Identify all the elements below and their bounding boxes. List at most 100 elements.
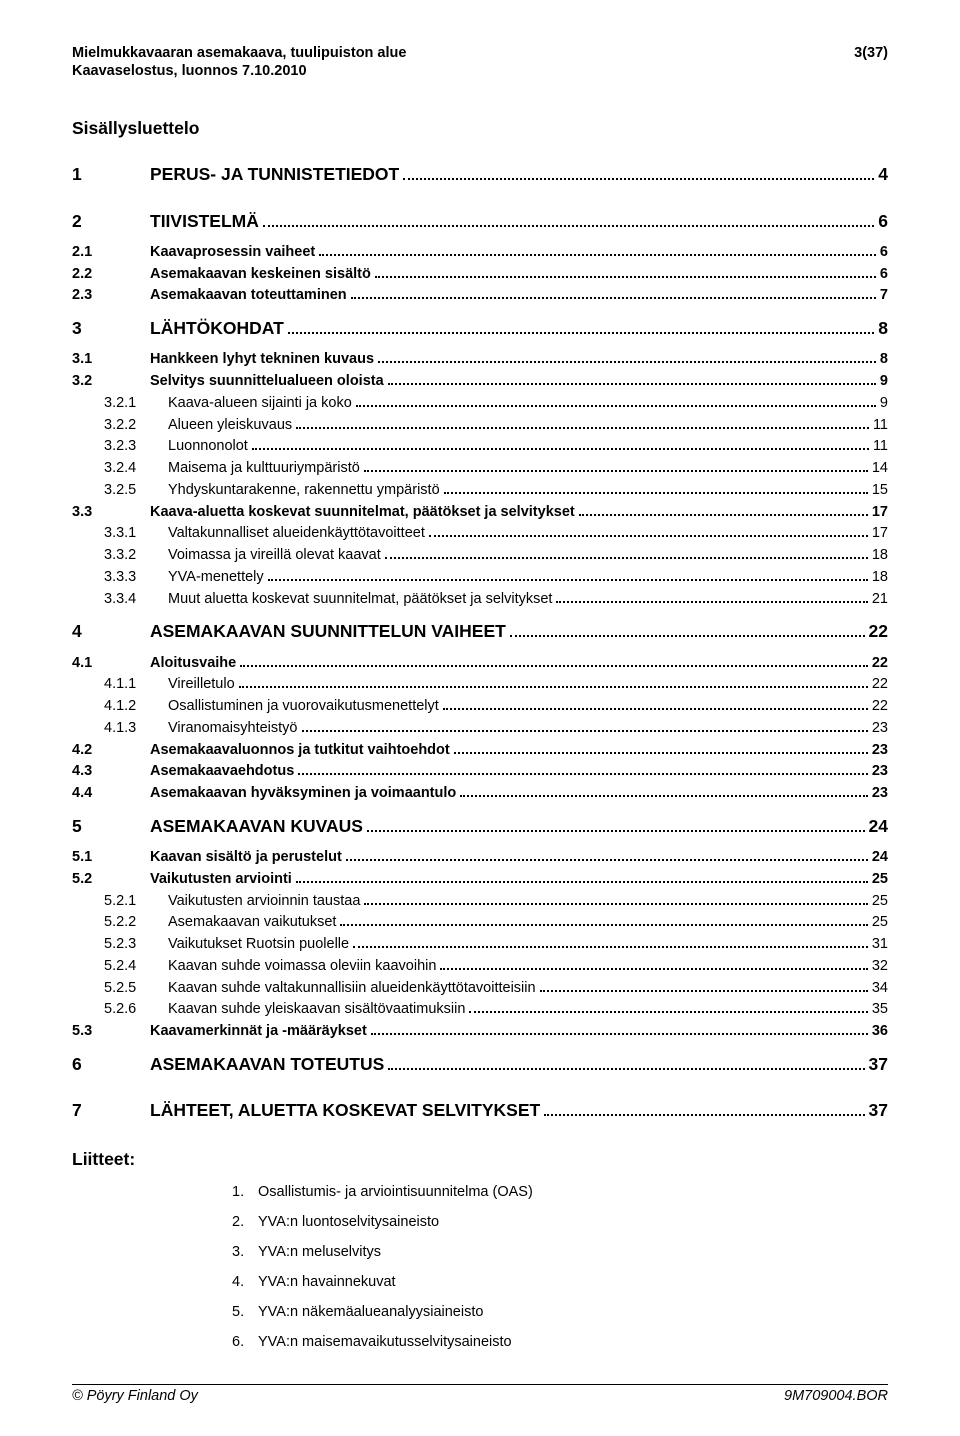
toc-leader <box>460 784 868 797</box>
toc-label: ASEMAKAAVAN KUVAUS <box>150 813 363 839</box>
toc-label: Asemakaavaehdotus <box>150 761 294 783</box>
toc-row: 4.1.1Vireilletulo22 <box>72 674 888 696</box>
toc-row: 5.2.6Kaavan suhde yleiskaavan sisältövaa… <box>72 999 888 1021</box>
toc-label: LÄHTÖKOHDAT <box>150 315 284 341</box>
toc-page: 4 <box>878 161 888 187</box>
toc-leader <box>378 350 876 363</box>
toc-num: 4.1.1 <box>104 674 168 696</box>
toc-row: 2.1Kaavaprosessin vaiheet6 <box>72 242 888 264</box>
toc-leader <box>268 568 868 581</box>
toc-label: Vaikutukset Ruotsin puolelle <box>168 934 349 956</box>
attachment-number: 2. <box>232 1214 258 1230</box>
toc-page: 25 <box>872 891 888 913</box>
toc-leader <box>544 1103 864 1116</box>
toc-num: 3.2.4 <box>104 458 168 480</box>
toc-leader <box>296 870 868 883</box>
toc-row: 5.1Kaavan sisältö ja perustelut24 <box>72 847 888 869</box>
attachment-item: 2.YVA:n luontoselvitysaineisto <box>232 1214 888 1230</box>
toc-row: 4.2Asemakaavaluonnos ja tutkitut vaihtoe… <box>72 740 888 762</box>
toc-row: 2.2Asemakaavan keskeinen sisältö6 <box>72 264 888 286</box>
toc-page: 22 <box>869 618 888 644</box>
attachment-item: 5.YVA:n näkemäalueanalyysiaineisto <box>232 1304 888 1320</box>
toc-num: 3.3.4 <box>104 589 168 611</box>
toc-leader <box>302 719 868 732</box>
toc-label: ASEMAKAAVAN SUUNNITTELUN VAIHEET <box>150 618 506 644</box>
toc-leader <box>388 1057 864 1070</box>
attachment-item: 4.YVA:n havainnekuvat <box>232 1274 888 1290</box>
toc-row: 7LÄHTEET, ALUETTA KOSKEVAT SELVITYKSET37 <box>72 1097 888 1123</box>
toc-page: 14 <box>872 458 888 480</box>
toc-label: ASEMAKAAVAN TOTEUTUS <box>150 1051 384 1077</box>
toc-row: 4.1.3Viranomaisyhteistyö23 <box>72 718 888 740</box>
toc-label: LÄHTEET, ALUETTA KOSKEVAT SELVITYKSET <box>150 1097 540 1123</box>
toc-leader <box>403 167 874 180</box>
toc-num: 5.2.3 <box>104 934 168 956</box>
toc-page: 34 <box>872 978 888 1000</box>
toc-leader <box>429 524 868 537</box>
toc-leader <box>388 372 876 385</box>
toc-label: Kaava-alueen sijainti ja koko <box>168 393 352 415</box>
toc-row: 3.3.4Muut aluetta koskevat suunnitelmat,… <box>72 589 888 611</box>
toc-label: Kaavan suhde voimassa oleviin kaavoihin <box>168 956 436 978</box>
toc-row: 3.2.5Yhdyskuntarakenne, rakennettu ympär… <box>72 480 888 502</box>
attachment-text: YVA:n havainnekuvat <box>258 1274 396 1290</box>
toc-row: 5.2.1Vaikutusten arvioinnin taustaa25 <box>72 891 888 913</box>
toc-row: 3.2.2Alueen yleiskuvaus11 <box>72 415 888 437</box>
toc-leader <box>454 740 868 753</box>
toc-label: Muut aluetta koskevat suunnitelmat, päät… <box>168 589 552 611</box>
toc-num: 4.3 <box>72 761 150 783</box>
toc-row: 5ASEMAKAAVAN KUVAUS24 <box>72 813 888 839</box>
table-of-contents: 1PERUS- JA TUNNISTETIEDOT42TIIVISTELMÄ62… <box>72 161 888 1123</box>
toc-label: Kaava-aluetta koskevat suunnitelmat, pää… <box>150 502 575 524</box>
attachment-text: Osallistumis- ja arviointisuunnitelma (O… <box>258 1184 533 1200</box>
toc-page: 11 <box>873 415 888 437</box>
toc-label: Kaavamerkinnät ja -määräykset <box>150 1021 367 1043</box>
toc-num: 3.1 <box>72 349 150 371</box>
toc-leader <box>296 415 869 428</box>
toc-num: 5.3 <box>72 1021 150 1043</box>
toc-label: Maisema ja kulttuuriympäristö <box>168 458 360 480</box>
toc-row: 3.1Hankkeen lyhyt tekninen kuvaus8 <box>72 349 888 371</box>
attachment-item: 1.Osallistumis- ja arviointisuunnitelma … <box>232 1184 888 1200</box>
toc-label: YVA-menettely <box>168 567 264 589</box>
toc-page: 23 <box>872 783 888 805</box>
toc-num: 3.3 <box>72 502 150 524</box>
toc-num: 5.2 <box>72 869 150 891</box>
toc-row: 4.4Asemakaavan hyväksyminen ja voimaantu… <box>72 783 888 805</box>
toc-num: 3.2 <box>72 371 150 393</box>
toc-leader <box>356 394 876 407</box>
toc-row: 3.3.1Valtakunnalliset alueidenkäyttötavo… <box>72 523 888 545</box>
toc-page: 7 <box>880 285 888 307</box>
toc-page: 8 <box>878 315 888 341</box>
toc-leader <box>298 762 868 775</box>
toc-num: 4 <box>72 618 150 644</box>
toc-page: 15 <box>872 480 888 502</box>
toc-page: 24 <box>872 847 888 869</box>
toc-page: 9 <box>880 371 888 393</box>
toc-leader <box>240 653 868 666</box>
toc-row: 5.2.4Kaavan suhde voimassa oleviin kaavo… <box>72 956 888 978</box>
toc-label: Vireilletulo <box>168 674 235 696</box>
toc-leader <box>252 437 869 450</box>
toc-leader <box>510 624 865 637</box>
attachment-number: 6. <box>232 1334 258 1350</box>
toc-leader <box>319 243 876 256</box>
attachment-item: 3.YVA:n meluselvitys <box>232 1244 888 1260</box>
attachment-text: YVA:n näkemäalueanalyysiaineisto <box>258 1304 483 1320</box>
toc-page: 21 <box>872 589 888 611</box>
toc-page: 6 <box>880 264 888 286</box>
toc-row: 4.1.2Osallistuminen ja vuorovaikutusmene… <box>72 696 888 718</box>
toc-leader <box>364 891 867 904</box>
toc-num: 3 <box>72 315 150 341</box>
toc-row: 3.2Selvitys suunnittelualueen oloista 9 <box>72 371 888 393</box>
toc-num: 3.3.2 <box>104 545 168 567</box>
toc-label: Kaavan suhde valtakunnallisiin alueidenk… <box>168 978 536 1000</box>
attachment-number: 3. <box>232 1244 258 1260</box>
toc-num: 5.1 <box>72 847 150 869</box>
toc-page: 35 <box>872 999 888 1021</box>
toc-label: Selvitys suunnittelualueen oloista <box>150 371 384 393</box>
toc-label: Asemakaavan toteuttaminen <box>150 285 347 307</box>
toc-label: Valtakunnalliset alueidenkäyttötavoittee… <box>168 523 425 545</box>
footer-right: 9M709004.BOR <box>784 1388 888 1404</box>
toc-label: Luonnonolot <box>168 436 248 458</box>
